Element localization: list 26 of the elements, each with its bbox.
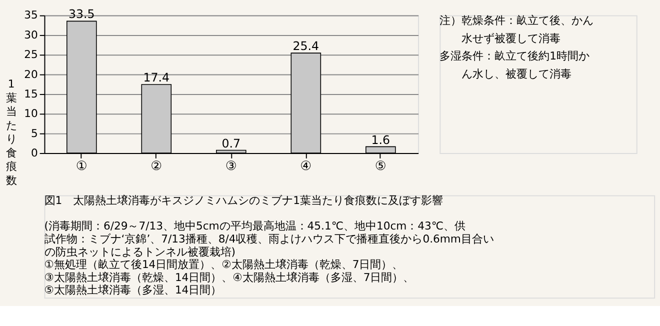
data-label: 1.6 [371, 132, 390, 147]
y-axis-title: 1葉当たり食痕数 [6, 78, 17, 187]
y-tick-label: 10 [24, 107, 38, 120]
y-tick-label: 35 [24, 8, 38, 22]
text: ⑤太陽熱土壌消毒（多湿、14日間） [44, 284, 222, 297]
text: 注）乾燥条件：畝立て後、かん水せず被覆して消毒 [440, 14, 594, 45]
data-label: 0.7 [222, 136, 241, 150]
text: 図1 太陽熱土壌消毒がキスジノミハムシのミブナ1葉当たり食痕数に及ぼす影響 [44, 194, 444, 208]
y-tick-label: 20 [24, 68, 38, 81]
data-label: 17.4 [143, 70, 170, 85]
text: ③太陽熱土壌消毒（乾燥、14日間）、④太陽熱土壌消毒（多湿、7日間）、 [44, 270, 414, 284]
x-tick-label: ③ [225, 159, 237, 174]
text: 多湿条件：畝立て後約1時間かん水し、被覆して消毒 [440, 50, 590, 80]
x-tick-label: ⑤ [374, 159, 386, 174]
y-tick-label: 25 [24, 48, 38, 62]
x-tick-label: ④ [300, 159, 312, 174]
data-label: 33.5 [68, 7, 95, 22]
y-tick-label: 0 [30, 146, 38, 160]
text: (消毒期間：6/29～7/13、地中5cmの平均最高地温：45.1℃、地中10cm：43℃、供試作物：ミブナ‘京錦’、7/13播種、8/4収穫、雨よけハウス下で播種直後から0.6mm目合いの防虫ネットによるトンネル被覆栽培) [44, 220, 494, 258]
y-tick-label: 30 [24, 28, 38, 42]
x-tick-label: ① [76, 159, 88, 174]
text: ①無処理（畝立て後14日間放置）、②太陽熱土壌消毒（乾燥、7日間）、 [44, 258, 404, 272]
y-tick-label: 15 [24, 87, 38, 100]
y-tick-label: 5 [30, 126, 38, 140]
data-label: 25.4 [292, 39, 320, 54]
x-tick-label: ② [150, 159, 162, 174]
